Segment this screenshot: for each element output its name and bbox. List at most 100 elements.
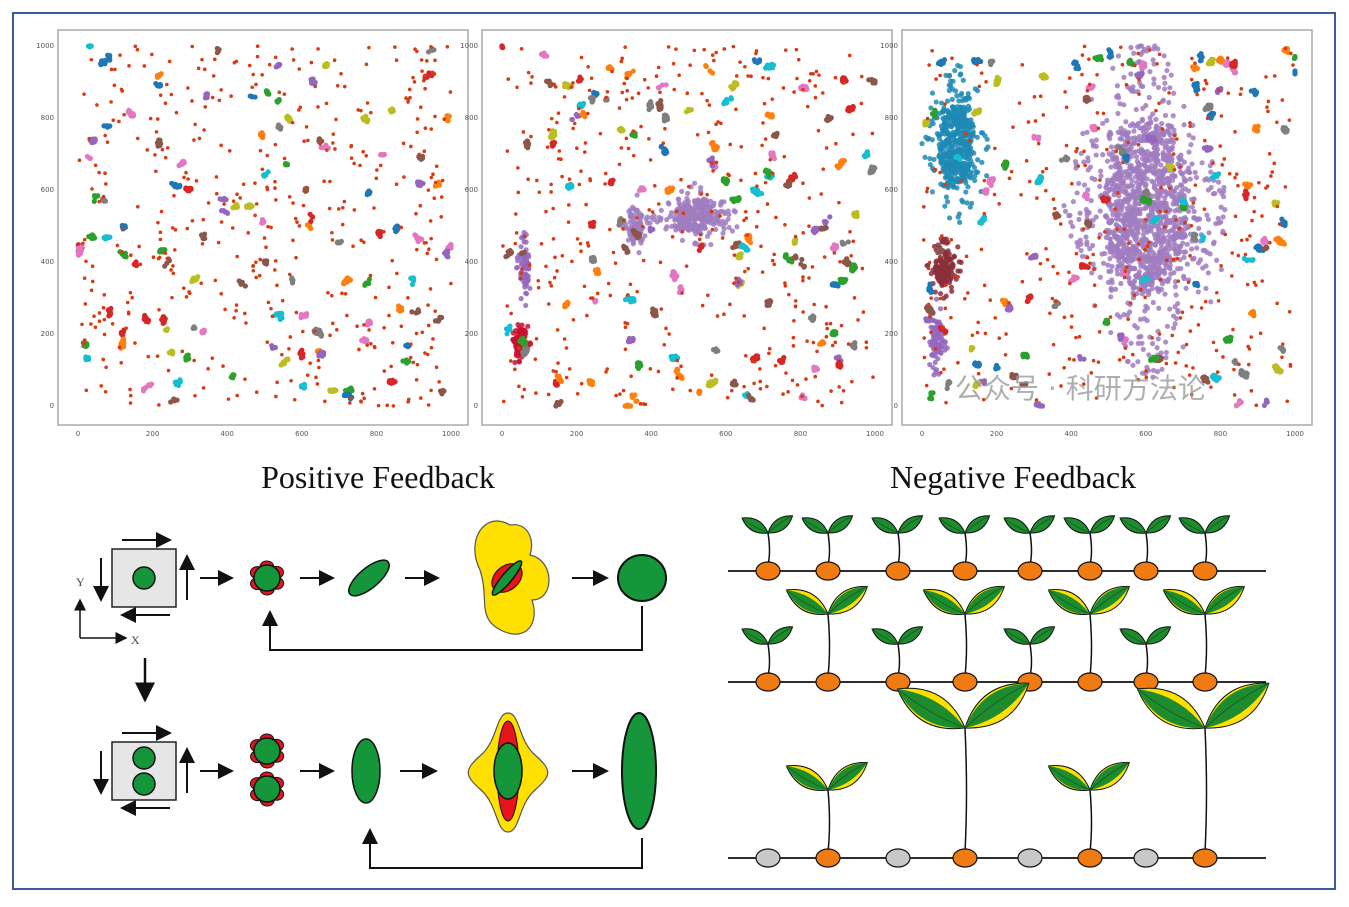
noise-point (287, 347, 291, 351)
noise-point (362, 396, 367, 401)
noise-point (784, 371, 788, 375)
cluster-point (308, 225, 314, 232)
noise-point (589, 76, 594, 80)
cluster-point (675, 196, 681, 202)
noise-point (226, 397, 231, 401)
noise-point (291, 238, 295, 243)
cluster-point (1074, 239, 1080, 246)
noise-point (120, 226, 125, 231)
cluster-point (1169, 156, 1175, 162)
cluster-point (140, 386, 147, 392)
noise-point (419, 396, 423, 400)
noise-point (618, 392, 622, 396)
cluster-point (555, 400, 561, 406)
cluster-point (1138, 333, 1144, 340)
noise-point (579, 381, 584, 386)
noise-point (517, 384, 521, 389)
noise-point (762, 326, 766, 331)
noise-point (184, 295, 189, 299)
cluster-point (133, 259, 139, 265)
noise-point (812, 302, 816, 307)
noise-point (260, 167, 265, 172)
y-tick-label: 0 (50, 402, 54, 410)
noise-point (368, 273, 373, 278)
noise-point (289, 378, 293, 383)
cluster-point (1152, 242, 1159, 248)
noise-point (414, 331, 419, 336)
cluster-point (262, 260, 268, 267)
noise-point (734, 74, 739, 78)
cluster-point (748, 397, 754, 403)
noise-point (382, 229, 386, 234)
noise-point (837, 200, 841, 205)
cluster-point (851, 262, 858, 268)
cluster-point (1162, 80, 1168, 86)
noise-point (112, 83, 117, 88)
noise-point (306, 138, 310, 143)
noise-point (731, 44, 736, 49)
noise-point (327, 206, 332, 211)
noise-point (533, 357, 538, 361)
noise-point (111, 118, 116, 122)
cluster-point (1115, 110, 1121, 117)
cluster-point (125, 109, 131, 115)
noise-point (754, 51, 758, 56)
noise-point (349, 143, 354, 148)
noise-point (157, 403, 161, 407)
cluster-point (1195, 260, 1202, 266)
noise-point (628, 282, 633, 287)
noise-point (273, 179, 277, 184)
noise-point (335, 327, 339, 332)
noise-point (620, 56, 624, 61)
cluster-point (330, 388, 336, 395)
cluster-point (845, 239, 851, 245)
noise-point (807, 196, 812, 200)
y-tick-label: 800 (465, 114, 478, 122)
cluster-point (1151, 76, 1157, 82)
cluster-point (1140, 346, 1146, 352)
noise-point (426, 403, 431, 407)
noise-point (585, 313, 589, 318)
x-tick-label: 0 (500, 430, 504, 438)
x-tick-label: 800 (1214, 430, 1227, 438)
noise-point (269, 306, 273, 311)
noise-point (698, 232, 703, 237)
y-tick-label: 400 (885, 258, 898, 266)
noise-point (674, 209, 679, 214)
noise-point (791, 335, 796, 340)
noise-point (536, 278, 541, 283)
cluster-point (692, 180, 698, 186)
noise-point (536, 285, 541, 290)
noise-point (192, 138, 196, 142)
noise-point (254, 260, 258, 265)
cluster-point (1164, 152, 1170, 158)
noise-point (277, 90, 282, 95)
cluster-point (1193, 174, 1200, 181)
noise-point (196, 66, 201, 71)
cluster-point (1132, 196, 1138, 203)
noise-point (643, 402, 648, 407)
noise-point (814, 69, 819, 74)
noise-point (725, 395, 730, 400)
noise-point (318, 142, 322, 146)
cluster-point (1100, 260, 1107, 266)
noise-point (770, 171, 775, 176)
cluster-point (1202, 247, 1208, 254)
noise-point (833, 340, 838, 345)
noise-point (104, 365, 108, 370)
cluster-point (272, 344, 279, 351)
cluster-point (281, 360, 288, 367)
cluster-point (1118, 280, 1124, 287)
noise-point (529, 134, 533, 139)
cluster-point (669, 223, 675, 230)
cluster-point (1191, 208, 1197, 215)
cluster-point (1220, 214, 1226, 220)
noise-point (89, 57, 94, 62)
noise-point (148, 116, 153, 121)
cluster-point (1178, 156, 1184, 162)
noise-point (551, 206, 555, 211)
cluster-point (174, 397, 180, 403)
noise-point (125, 300, 130, 305)
noise-point (688, 63, 692, 67)
cluster-point (703, 63, 709, 70)
